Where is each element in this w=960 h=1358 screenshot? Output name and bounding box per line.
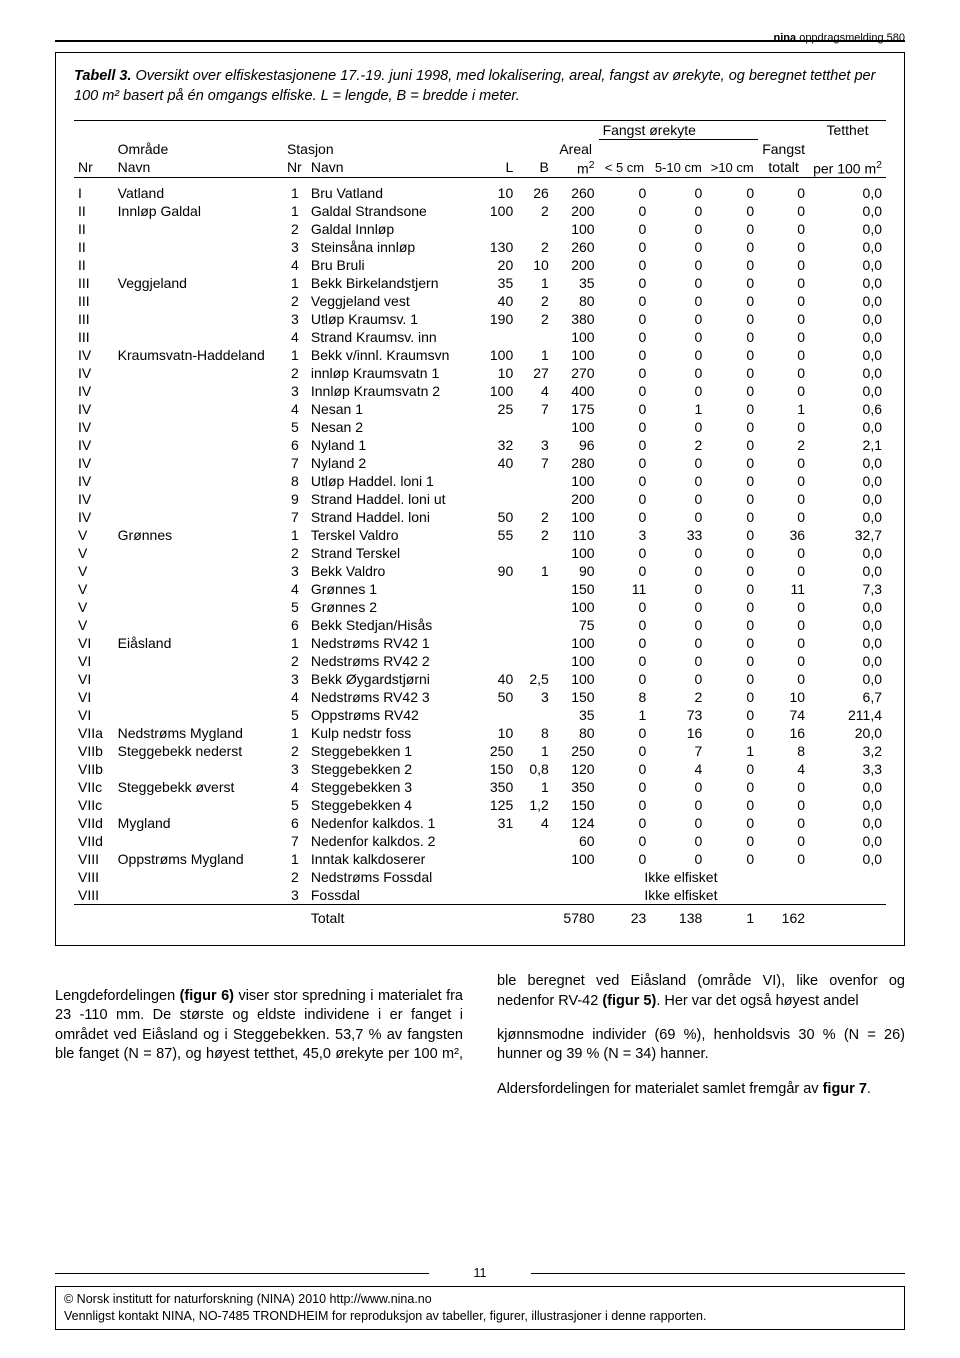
hdr-navn2: Navn — [307, 158, 476, 178]
table-row: V4Grønnes 11501100117,3 — [74, 580, 886, 598]
hdr-navn1: Navn — [114, 158, 283, 178]
table-row: VIIIOppstrøms Mygland1Inntak kalkdoserer… — [74, 850, 886, 868]
table-row: VI3Bekk Øygardstjørni402,510000000,0 — [74, 670, 886, 688]
body-p2a: kjønnsmodne individer (69 %), henholdsvi… — [497, 1026, 905, 1065]
table-row: IIIVeggjeland1Bekk Birkelandstjern351350… — [74, 274, 886, 292]
table-row: IV7Strand Haddel. loni50210000000,0 — [74, 508, 886, 526]
hdr-stasjon: Stasjon — [283, 140, 476, 158]
table-row: V5Grønnes 210000000,0 — [74, 598, 886, 616]
hdr-omrade: Område — [114, 140, 283, 158]
hdr-areal-unit: m2 — [553, 158, 599, 178]
table-row: III4Strand Kraumsv. inn10000000,0 — [74, 328, 886, 346]
hdr-nr2: Nr — [283, 158, 307, 178]
table-label: Tabell 3. — [74, 68, 131, 84]
running-head: nina oppdragsmelding 580 — [55, 32, 905, 44]
hdr-fangst: Fangst — [758, 140, 809, 158]
table-row: IIInnløp Galdal1Galdal Strandsone1002200… — [74, 202, 886, 220]
table-row: VIIbSteggebekk nederst2Steggebekken 1250… — [74, 742, 886, 760]
hdr-nr1: Nr — [74, 158, 114, 178]
table-total-row: Totalt5780231381162 — [74, 909, 886, 927]
table-row: IV8Utløp Haddel. loni 110000000,0 — [74, 472, 886, 490]
table-row: II2Galdal Innløp10000000,0 — [74, 220, 886, 238]
table-row: VIII3FossdalIkke elfisket — [74, 886, 886, 905]
hdr-fangst-group: Fangst ørekyte — [599, 121, 759, 140]
table-row: VIIc5Steggebekken 41251,215000000,0 — [74, 796, 886, 814]
table-row: II3Steinsåna innløp130226000000,0 — [74, 238, 886, 256]
table-row: VI5Oppstrøms RV4235173074211,4 — [74, 706, 886, 724]
table-caption-text: Oversikt over elfiskestasjonene 17.-19. … — [74, 68, 875, 104]
body-p2b: Aldersfordelingen for materialet samlet … — [497, 1080, 905, 1100]
hdr-gt10: >10 cm — [706, 158, 758, 178]
hdr-per100: per 100 m2 — [809, 158, 886, 178]
table-row: VIIcSteggebekk øverst4Steggebekken 33501… — [74, 778, 886, 796]
table-row: VGrønnes1Terskel Valdro55211033303632,7 — [74, 526, 886, 544]
table-row: IV4Nesan 125717501010,6 — [74, 400, 886, 418]
table-row: IV6Nyland 13239602022,1 — [74, 436, 886, 454]
table-row: VIIdMygland6Nedenfor kalkdos. 1314124000… — [74, 814, 886, 832]
table-row: IVatland1Bru Vatland102626000000,0 — [74, 184, 886, 202]
table-row: VI2Nedstrøms RV42 210000000,0 — [74, 652, 886, 670]
table-row: V2Strand Terskel10000000,0 — [74, 544, 886, 562]
table-row: V3Bekk Valdro9019000000,0 — [74, 562, 886, 580]
data-table: Fangst ørekyte Tetthet Område Stasjon Ar… — [74, 116, 886, 927]
hdr-tetthet: Tetthet — [809, 121, 886, 140]
hdr-B: B — [517, 158, 553, 178]
hdr-r510: 5-10 cm — [650, 158, 706, 178]
hdr-totalt: totalt — [758, 158, 809, 178]
table-row: VIII2Nedstrøms FossdalIkke elfisket — [74, 868, 886, 886]
table-row: III2Veggjeland vest4028000000,0 — [74, 292, 886, 310]
footer-line-2: Vennligst kontakt NINA, NO-7485 TRONDHEI… — [64, 1308, 896, 1325]
body-text: Lengdefordelingen (figur 6) viser stor s… — [55, 972, 905, 1099]
running-head-rest: oppdragsmelding 580 — [796, 32, 905, 44]
table-row: VIIaNedstrøms Mygland1Kulp nedstr foss10… — [74, 724, 886, 742]
hdr-areal-group: Areal — [553, 140, 599, 158]
table-caption: Tabell 3. Oversikt over elfiskestasjonen… — [74, 67, 886, 106]
table-row: IV7Nyland 240728000000,0 — [74, 454, 886, 472]
table-row: IVKraumsvatn-Haddeland1Bekk v/innl. Krau… — [74, 346, 886, 364]
page-number: 11 — [55, 1266, 905, 1280]
footer-box: © Norsk institutt for naturforskning (NI… — [55, 1286, 905, 1330]
footer: 11 © Norsk institutt for naturforskning … — [55, 1266, 905, 1330]
table-row: IV3Innløp Kraumsvatn 2100440000000,0 — [74, 382, 886, 400]
hdr-L: L — [476, 158, 517, 178]
table-row: VIId7Nedenfor kalkdos. 26000000,0 — [74, 832, 886, 850]
table-row: IV2innløp Kraumsvatn 1102727000000,0 — [74, 364, 886, 382]
table-row: II4Bru Bruli201020000000,0 — [74, 256, 886, 274]
table-3-box: Tabell 3. Oversikt over elfiskestasjonen… — [55, 52, 905, 946]
table-row: VIEiåsland1Nedstrøms RV42 110000000,0 — [74, 634, 886, 652]
table-row: VI4Nedstrøms RV42 3503150820106,7 — [74, 688, 886, 706]
table-row: IV5Nesan 210000000,0 — [74, 418, 886, 436]
hdr-lt5: < 5 cm — [599, 158, 651, 178]
table-row: V6Bekk Stedjan/Hisås7500000,0 — [74, 616, 886, 634]
table-row: III3Utløp Kraumsv. 1190238000000,0 — [74, 310, 886, 328]
footer-line-1: © Norsk institutt for naturforskning (NI… — [64, 1291, 896, 1308]
running-head-bold: nina — [774, 32, 797, 44]
table-row: VIIb3Steggebekken 21500,812004043,3 — [74, 760, 886, 778]
table-row: IV9Strand Haddel. loni ut20000000,0 — [74, 490, 886, 508]
